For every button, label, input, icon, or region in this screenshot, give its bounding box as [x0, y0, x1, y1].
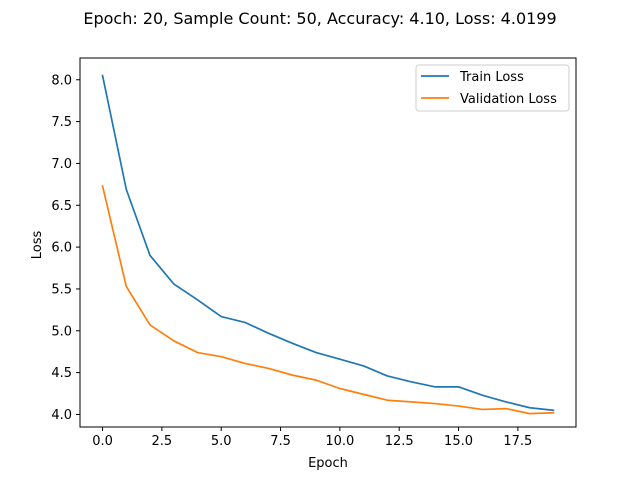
legend-label-0: Train Loss: [459, 70, 524, 85]
x-tick-label: 5.0: [211, 434, 232, 449]
y-tick-label: 7.0: [51, 157, 72, 172]
y-tick-label: 8.0: [51, 73, 72, 88]
x-axis-label: Epoch: [308, 456, 348, 471]
x-tick-label: 2.5: [152, 434, 173, 449]
series-line-1: [101, 184, 555, 415]
x-tick-label: 15.0: [444, 434, 473, 449]
y-tick-label: 7.5: [51, 115, 72, 130]
y-axis-label: Loss: [30, 231, 45, 260]
x-tick-label: 10.0: [325, 434, 354, 449]
x-tick-label: 17.5: [503, 434, 532, 449]
x-tick-label: 12.5: [385, 434, 414, 449]
y-tick-label: 4.0: [51, 408, 72, 423]
legend-box: [415, 64, 570, 112]
y-tick-label: 5.0: [51, 324, 72, 339]
plot-area: 0.0 2.5 5.0 7.5 10.0 12.5 15.0 17.5 4.0 4.5 5.0 5.5…: [51, 57, 577, 449]
y-tick-label: 5.5: [51, 282, 72, 297]
series-line-0: [101, 74, 555, 412]
y-tick-label: 4.5: [51, 366, 72, 381]
chart-title: Epoch: 20, Sample Count: 50, Accuracy: 4…: [83, 9, 556, 28]
x-tick-label: 0.0: [92, 434, 113, 449]
x-tick-label: 7.5: [270, 434, 291, 449]
axes-frame: [79, 57, 577, 428]
y-tick-label: 6.0: [51, 241, 72, 256]
y-tick-label: 6.5: [51, 199, 72, 214]
legend: Train Loss Validation Loss: [415, 64, 570, 112]
legend-label-1: Validation Loss: [460, 92, 557, 107]
